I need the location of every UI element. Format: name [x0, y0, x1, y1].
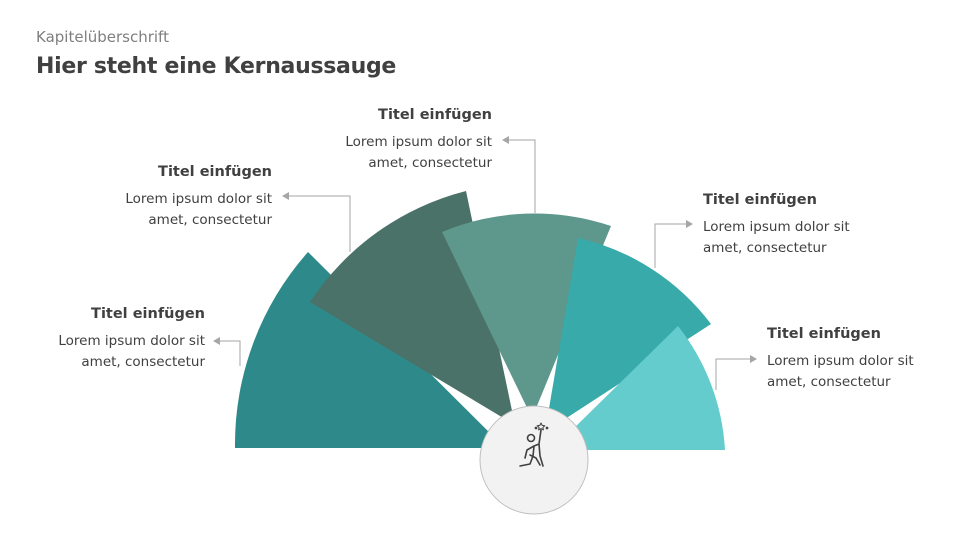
segment-4 [545, 238, 711, 432]
center-circle [479, 405, 589, 515]
segment-text: amet, consectetur [148, 212, 272, 228]
connector-4 [654, 220, 693, 268]
segment-text: Lorem ipsum dolor sit [767, 353, 914, 369]
connector-5 [715, 355, 757, 390]
segment-text: Lorem ipsum dolor sit [125, 191, 272, 207]
segment-text: Lorem ipsum dolor sit [703, 219, 850, 235]
segment-5-label: Titel einfügen Lorem ipsum dolor sit ame… [767, 324, 960, 393]
segment-4-label: Titel einfügen Lorem ipsum dolor sit ame… [703, 190, 933, 259]
segment-5 [570, 326, 725, 450]
segment-text: Lorem ipsum dolor sit [58, 333, 205, 349]
segment-2-label: Titel einfügen Lorem ipsum dolor sit ame… [42, 162, 272, 231]
segment-title: Titel einfügen [703, 192, 817, 208]
segment-1-label: Titel einfügen Lorem ipsum dolor sit ame… [0, 304, 205, 373]
segment-text: amet, consectetur [703, 240, 827, 256]
segment-3-label: Titel einfügen Lorem ipsum dolor sit ame… [262, 105, 492, 174]
segment-1 [234, 252, 505, 448]
connector-2 [282, 192, 351, 252]
chapter-heading: Kapitelüberschrift [36, 28, 169, 46]
person-reaching-star-icon [519, 422, 549, 467]
segment-title: Titel einfügen [158, 164, 272, 180]
connector-3 [502, 136, 536, 213]
segment-title: Titel einfügen [91, 306, 205, 322]
segment-text: amet, consectetur [767, 374, 891, 390]
segment-3 [442, 213, 611, 418]
page-title: Hier steht eine Kernaussauge [36, 54, 397, 79]
segment-text: Lorem ipsum dolor sit [345, 134, 492, 150]
segment-text: amet, consectetur [81, 354, 205, 370]
segment-title: Titel einfügen [767, 326, 881, 342]
segment-text: amet, consectetur [368, 155, 492, 171]
connector-1 [213, 337, 241, 366]
segment-title: Titel einfügen [378, 107, 492, 123]
